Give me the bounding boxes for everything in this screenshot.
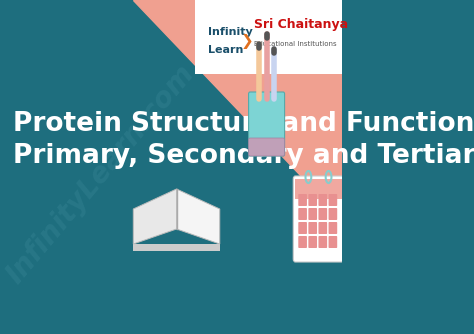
FancyBboxPatch shape [309,222,317,234]
FancyBboxPatch shape [298,194,307,206]
Text: ❯: ❯ [241,33,254,48]
FancyBboxPatch shape [309,194,317,206]
Polygon shape [176,189,220,244]
Text: Infinity: Infinity [208,27,252,37]
FancyBboxPatch shape [298,236,307,248]
Text: InfinityLearn.com: InfinityLearn.com [1,59,201,289]
FancyBboxPatch shape [328,208,337,220]
FancyBboxPatch shape [319,222,327,234]
FancyBboxPatch shape [328,222,337,234]
FancyBboxPatch shape [319,236,327,248]
Polygon shape [133,244,220,251]
Text: Protein Structure and Function ?: Protein Structure and Function ? [13,111,474,137]
FancyBboxPatch shape [309,236,317,248]
Text: Learn: Learn [208,45,243,55]
Text: Sri Chaitanya: Sri Chaitanya [254,17,348,30]
FancyBboxPatch shape [298,208,307,220]
FancyBboxPatch shape [248,92,284,156]
FancyBboxPatch shape [319,194,327,206]
FancyBboxPatch shape [194,0,342,74]
FancyBboxPatch shape [309,208,317,220]
FancyBboxPatch shape [328,236,337,248]
FancyBboxPatch shape [298,222,307,234]
Text: Primary, Secondary and Tertiary: Primary, Secondary and Tertiary [13,143,474,169]
FancyBboxPatch shape [248,138,284,156]
FancyBboxPatch shape [293,176,344,262]
FancyBboxPatch shape [295,179,342,199]
Polygon shape [133,0,342,219]
Polygon shape [133,189,176,244]
Text: Educational Institutions: Educational Institutions [254,41,336,47]
FancyBboxPatch shape [328,194,337,206]
FancyBboxPatch shape [319,208,327,220]
